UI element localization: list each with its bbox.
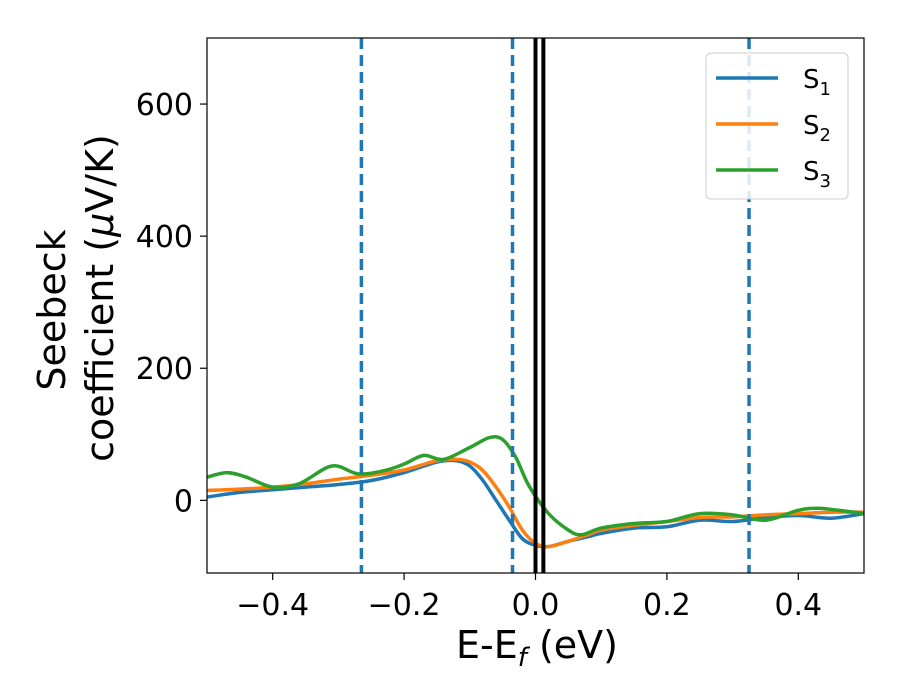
x-tick-label: 0.0: [512, 588, 560, 623]
x-tick-label: 0.2: [643, 588, 691, 623]
y-axis: 0 200 400 600: [136, 88, 207, 519]
y-tick-label: 200: [136, 352, 193, 387]
y-axis-title: Seebeck coefficient (μV/K): [30, 134, 122, 462]
y-tick-label: 0: [174, 484, 193, 519]
x-tick-label: −0.2: [368, 588, 441, 623]
x-tick-label: −0.4: [236, 588, 309, 623]
plot-area: [207, 38, 864, 573]
y-axis-title-line2: coefficient (μV/K): [78, 134, 122, 462]
legend-label-s1: S1: [803, 65, 831, 100]
legend-box: [705, 52, 849, 200]
y-tick-label: 400: [136, 220, 193, 255]
x-axis-title: E-Ef (eV): [456, 623, 618, 673]
y-axis-title-line1: Seebeck: [30, 229, 74, 390]
legend: S1 S2 S3: [705, 52, 849, 200]
y-tick-label: 600: [136, 88, 193, 123]
series-line-s1: [207, 458, 864, 549]
series-line-s3: [207, 435, 864, 537]
x-axis: −0.4 −0.2 0.0 0.2 0.4: [236, 573, 822, 623]
legend-label-s3: S3: [803, 157, 831, 192]
series-line-s2: [207, 457, 864, 549]
legend-label-s2: S2: [803, 111, 831, 146]
x-tick-label: 0.4: [774, 588, 822, 623]
